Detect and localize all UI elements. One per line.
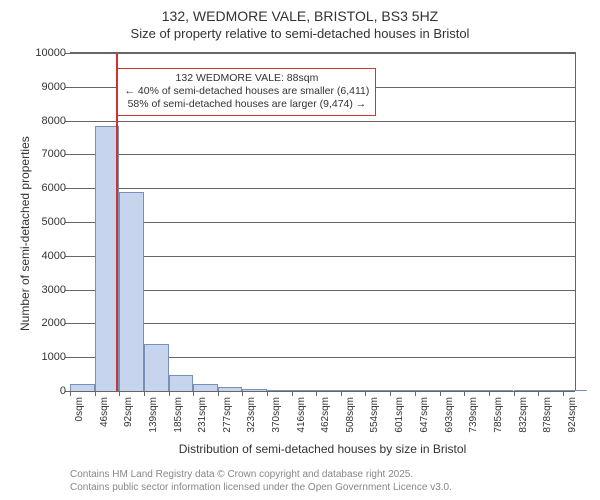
histogram-bar [169, 375, 194, 391]
histogram-bar [489, 390, 514, 391]
gridline-h [70, 121, 575, 122]
xtick-label: 832sqm [518, 397, 529, 433]
xtick-mark [218, 391, 219, 396]
xtick-label: 462sqm [320, 397, 331, 433]
xtick-mark [95, 391, 96, 396]
xtick-label: 92sqm [123, 397, 134, 427]
xtick-label: 370sqm [271, 397, 282, 433]
histogram-bar [538, 390, 563, 391]
xtick-mark [70, 391, 71, 396]
xtick-mark [489, 391, 490, 396]
annotation-line: 58% of semi-detached houses are larger (… [124, 98, 369, 111]
copyright-line-1: Contains HM Land Registry data © Crown c… [70, 469, 452, 482]
xtick-label: 185sqm [173, 397, 184, 433]
xtick-mark [514, 391, 515, 396]
gridline-h [70, 53, 575, 54]
x-axis-label: Distribution of semi-detached houses by … [70, 442, 575, 456]
xtick-mark [341, 391, 342, 396]
gridline-h [70, 256, 575, 257]
xtick-mark [390, 391, 391, 396]
ytick-label: 3000 [42, 284, 70, 296]
annotation-line: 132 WEDMORE VALE: 88sqm [124, 72, 369, 85]
xtick-mark [242, 391, 243, 396]
xtick-mark [119, 391, 120, 396]
ytick-label: 9000 [42, 81, 70, 93]
xtick-mark [316, 391, 317, 396]
ytick-label: 8000 [42, 115, 70, 127]
chart-title-main: 132, WEDMORE VALE, BRISTOL, BS3 5HZ [0, 0, 600, 24]
xtick-mark [563, 391, 564, 396]
ytick-label: 10000 [35, 47, 70, 59]
xtick-label: 554sqm [369, 397, 380, 433]
xtick-label: 739sqm [468, 397, 479, 433]
histogram-bar [242, 389, 267, 391]
histogram-bar [415, 390, 440, 391]
histogram-bar [119, 192, 144, 391]
ytick-label: 1000 [42, 351, 70, 363]
xtick-label: 277sqm [222, 397, 233, 433]
histogram-bar [218, 387, 243, 391]
xtick-mark [538, 391, 539, 396]
xtick-label: 647sqm [419, 397, 430, 433]
gridline-h [70, 391, 575, 392]
gridline-h [70, 323, 575, 324]
xtick-mark [292, 391, 293, 396]
ytick-label: 2000 [42, 317, 70, 329]
gridline-h [70, 290, 575, 291]
copyright-notice: Contains HM Land Registry data © Crown c… [70, 469, 452, 494]
chart-container: 132, WEDMORE VALE, BRISTOL, BS3 5HZ Size… [0, 0, 600, 500]
xtick-label: 785sqm [493, 397, 504, 433]
histogram-bar [316, 390, 341, 391]
annotation-box: 132 WEDMORE VALE: 88sqm← 40% of semi-det… [117, 68, 376, 115]
gridline-h [70, 188, 575, 189]
gridline-h [70, 154, 575, 155]
xtick-mark [464, 391, 465, 396]
xtick-label: 46sqm [99, 397, 110, 427]
copyright-line-2: Contains public sector information licen… [70, 482, 452, 495]
xtick-label: 416sqm [296, 397, 307, 433]
xtick-mark [440, 391, 441, 396]
xtick-mark [267, 391, 268, 396]
xtick-label: 231sqm [197, 397, 208, 433]
histogram-bar [464, 390, 489, 391]
histogram-bar [267, 390, 292, 391]
histogram-bar [70, 384, 95, 391]
xtick-label: 508sqm [345, 397, 356, 433]
chart-title-sub: Size of property relative to semi-detach… [0, 24, 600, 41]
xtick-mark [144, 391, 145, 396]
xtick-mark [415, 391, 416, 396]
ytick-label: 6000 [42, 182, 70, 194]
histogram-bar [440, 390, 465, 391]
histogram-bar [292, 390, 317, 391]
ytick-label: 0 [60, 385, 70, 397]
histogram-bar [193, 384, 218, 391]
xtick-mark [169, 391, 170, 396]
annotation-line: ← 40% of semi-detached houses are smalle… [124, 85, 369, 98]
histogram-bar [390, 390, 415, 391]
xtick-label: 139sqm [148, 397, 159, 433]
ytick-label: 5000 [42, 216, 70, 228]
histogram-bar [341, 390, 366, 391]
ytick-label: 4000 [42, 250, 70, 262]
histogram-bar [365, 390, 390, 391]
y-axis-label: Number of semi-detached properties [18, 136, 32, 331]
gridline-h [70, 222, 575, 223]
xtick-mark [365, 391, 366, 396]
xtick-mark [193, 391, 194, 396]
histogram-bar [144, 344, 169, 391]
histogram-bar [514, 390, 539, 391]
xtick-label: 924sqm [567, 397, 578, 433]
ytick-label: 7000 [42, 148, 70, 160]
xtick-label: 878sqm [542, 397, 553, 433]
xtick-label: 0sqm [74, 397, 85, 421]
plot-area: 0100020003000400050006000700080009000100… [70, 52, 576, 391]
histogram-bar [563, 390, 588, 391]
xtick-label: 323sqm [246, 397, 257, 433]
xtick-label: 601sqm [394, 397, 405, 433]
xtick-label: 693sqm [444, 397, 455, 433]
